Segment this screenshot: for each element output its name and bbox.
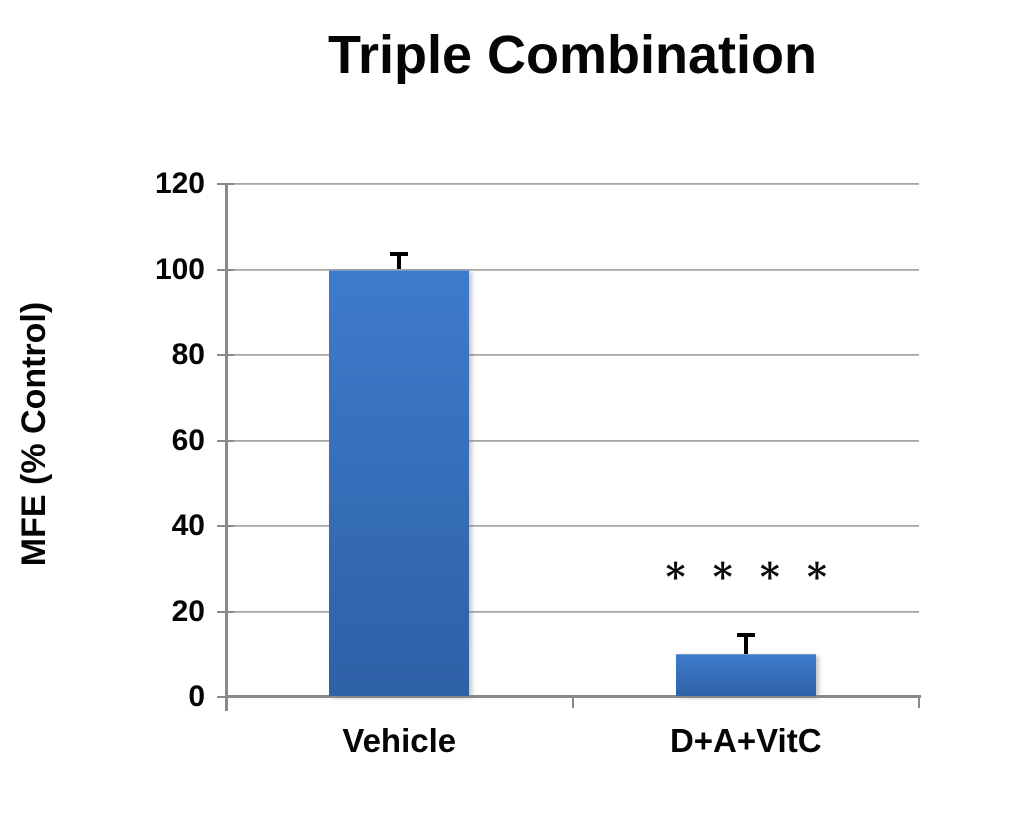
x-tick-label-d-a-vitc: D+A+VitC <box>669 722 822 759</box>
y-tick-label-0: 0 <box>188 680 205 713</box>
y-axis-tick-100 <box>217 268 234 271</box>
y-axis-line <box>225 184 228 711</box>
gridline-120 <box>226 183 919 185</box>
y-axis-tick-80 <box>217 354 234 356</box>
x-axis-tick-2 <box>918 695 920 708</box>
y-tick-label-120: 120 <box>154 167 205 200</box>
error-bar-cap-1 <box>390 252 409 257</box>
plot-area <box>217 183 921 711</box>
y-tick-label-80: 80 <box>171 338 205 371</box>
y-axis-title: MFE (% Control) <box>15 301 53 567</box>
gridline-60 <box>226 439 919 442</box>
x-axis-tick-1 <box>571 695 574 708</box>
gridline-20 <box>226 610 919 613</box>
chart-title: Triple Combination <box>327 25 817 85</box>
error-bar-line-1 <box>397 252 402 270</box>
y-tick-label-100: 100 <box>154 252 205 286</box>
y-tick-label-20: 20 <box>171 594 205 628</box>
y-tick-label-40: 40 <box>171 509 205 542</box>
y-axis-tick-60 <box>217 439 234 442</box>
gridline-40 <box>226 525 919 527</box>
bar-vehicle <box>329 269 470 696</box>
gridline-100 <box>226 268 919 271</box>
y-axis-tick-40 <box>217 525 234 527</box>
x-tick-label-vehicle: Vehicle <box>342 722 457 759</box>
gridline-80 <box>226 354 919 356</box>
error-bar-cap-2 <box>736 632 755 637</box>
bar-d-a-vitc <box>675 654 816 696</box>
y-axis-tick-20 <box>217 610 234 613</box>
y-tick-label-60: 60 <box>171 423 205 457</box>
y-axis-tick-120 <box>217 183 234 185</box>
error-bar-line-2 <box>743 632 748 655</box>
significance-stars: * * * * <box>665 554 834 599</box>
